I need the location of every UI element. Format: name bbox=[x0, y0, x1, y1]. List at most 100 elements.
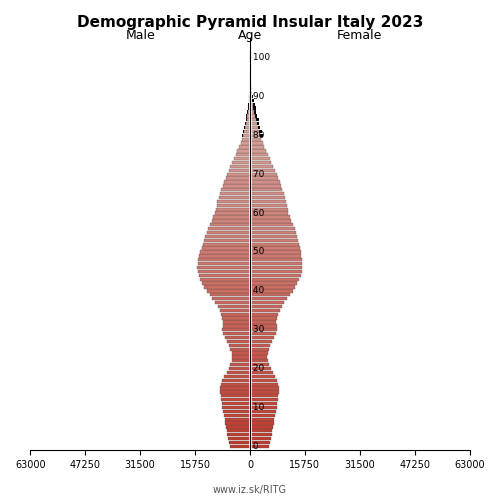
Bar bbox=[250, 414, 275, 417]
Bar bbox=[248, 106, 250, 110]
Bar bbox=[220, 390, 250, 394]
Bar bbox=[250, 176, 278, 180]
Bar bbox=[250, 153, 268, 156]
Bar bbox=[224, 180, 250, 184]
Bar bbox=[250, 242, 299, 246]
Bar bbox=[220, 386, 250, 390]
Bar bbox=[215, 301, 250, 304]
Bar bbox=[250, 223, 293, 226]
Bar bbox=[223, 410, 250, 413]
Bar bbox=[250, 316, 277, 320]
Bar bbox=[217, 200, 250, 203]
Text: 70: 70 bbox=[250, 170, 264, 178]
Bar bbox=[250, 429, 272, 432]
Bar bbox=[250, 95, 252, 98]
Bar bbox=[246, 122, 250, 126]
Bar bbox=[229, 344, 250, 347]
Bar bbox=[250, 227, 295, 230]
Bar bbox=[250, 184, 281, 188]
Bar bbox=[250, 352, 268, 354]
Bar bbox=[250, 301, 284, 304]
Bar bbox=[250, 324, 276, 328]
Bar bbox=[202, 242, 250, 246]
Bar bbox=[223, 184, 250, 188]
Bar bbox=[215, 212, 250, 214]
Bar bbox=[198, 258, 250, 262]
Bar bbox=[228, 340, 250, 343]
Bar bbox=[250, 336, 274, 339]
Bar bbox=[250, 363, 269, 366]
Bar bbox=[249, 98, 250, 102]
Bar bbox=[250, 316, 277, 320]
Bar bbox=[250, 367, 270, 370]
Bar bbox=[250, 138, 261, 141]
Bar bbox=[234, 157, 250, 160]
Bar bbox=[210, 223, 250, 226]
Bar bbox=[218, 196, 250, 199]
Bar bbox=[250, 258, 302, 262]
Bar bbox=[224, 374, 250, 378]
Bar bbox=[250, 320, 276, 324]
Bar bbox=[222, 312, 250, 316]
Bar bbox=[232, 352, 250, 354]
Bar bbox=[202, 246, 250, 250]
Bar bbox=[199, 274, 250, 277]
Bar bbox=[230, 348, 250, 351]
Bar bbox=[250, 106, 256, 110]
Bar bbox=[222, 316, 250, 320]
Bar bbox=[250, 444, 269, 448]
Bar bbox=[250, 305, 282, 308]
Bar bbox=[216, 208, 250, 211]
Bar bbox=[229, 344, 250, 347]
Bar bbox=[250, 305, 282, 308]
Bar bbox=[250, 153, 268, 156]
Bar bbox=[250, 374, 275, 378]
Bar bbox=[200, 254, 250, 258]
Bar bbox=[221, 398, 250, 402]
Bar bbox=[204, 286, 250, 288]
Bar bbox=[250, 212, 288, 214]
Bar bbox=[250, 312, 278, 316]
Bar bbox=[250, 118, 258, 122]
Bar bbox=[202, 282, 250, 284]
Bar bbox=[228, 367, 250, 370]
Bar bbox=[250, 382, 278, 386]
Bar bbox=[224, 180, 250, 184]
Bar bbox=[224, 414, 250, 417]
Bar bbox=[250, 212, 288, 214]
Bar bbox=[250, 332, 276, 336]
Bar bbox=[250, 426, 273, 428]
Bar bbox=[250, 223, 293, 226]
Bar bbox=[242, 138, 250, 141]
Bar bbox=[250, 161, 272, 164]
Text: 100: 100 bbox=[250, 53, 270, 62]
Bar bbox=[230, 348, 250, 351]
Bar bbox=[250, 134, 262, 137]
Bar bbox=[227, 172, 250, 176]
Bar bbox=[250, 444, 269, 448]
Bar bbox=[238, 149, 250, 152]
Bar bbox=[250, 235, 297, 238]
Bar bbox=[228, 433, 250, 436]
Bar bbox=[238, 149, 250, 152]
Bar bbox=[228, 441, 250, 444]
Bar bbox=[225, 422, 250, 424]
Bar bbox=[250, 98, 254, 102]
Bar bbox=[250, 441, 270, 444]
Bar bbox=[212, 219, 250, 222]
Bar bbox=[228, 437, 250, 440]
Bar bbox=[250, 165, 273, 168]
Bar bbox=[250, 422, 274, 424]
Bar bbox=[202, 246, 250, 250]
Bar bbox=[250, 114, 258, 117]
Bar bbox=[225, 422, 250, 424]
Bar bbox=[198, 262, 250, 266]
Text: Male: Male bbox=[126, 29, 155, 42]
Bar bbox=[246, 126, 250, 129]
Bar bbox=[250, 188, 282, 192]
Bar bbox=[208, 227, 250, 230]
Bar bbox=[206, 235, 250, 238]
Text: 0: 0 bbox=[250, 442, 258, 451]
Bar bbox=[222, 402, 250, 406]
Bar bbox=[250, 83, 251, 86]
